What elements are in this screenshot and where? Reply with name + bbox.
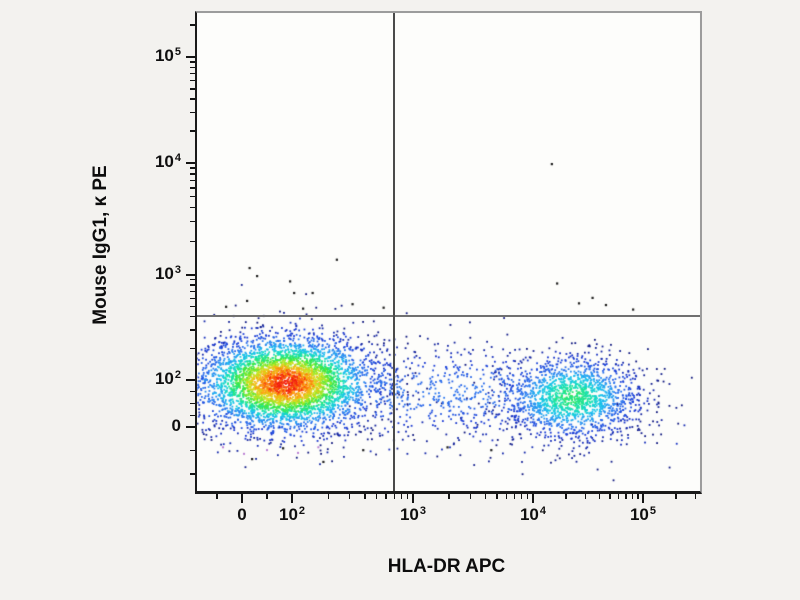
x-axis-minor-tick (266, 494, 268, 499)
x-axis-minor-tick (400, 494, 402, 499)
y-axis-minor-tick (190, 206, 195, 209)
x-axis-minor-tick (675, 494, 677, 499)
x-axis-tick-label: 105 (629, 505, 657, 524)
quadrant-gate-horizontal-line (197, 314, 700, 318)
x-axis-minor-tick (598, 494, 600, 499)
x-axis-minor-tick (637, 494, 639, 499)
y-axis-minor-tick (190, 111, 195, 114)
y-axis-minor-tick (190, 24, 195, 26)
y-axis-minor-tick (190, 305, 195, 308)
x-axis-major-tick (291, 494, 294, 503)
y-axis-tick-label: 105 (154, 46, 181, 66)
y-axis-tick-label: 0 (171, 415, 181, 435)
x-axis-minor-tick (364, 494, 366, 499)
y-axis-tick-label: 103 (154, 263, 181, 283)
y-axis-major-tick (186, 161, 195, 164)
x-axis-minor-tick (625, 494, 627, 499)
y-axis-minor-tick (190, 290, 195, 292)
y-axis-minor-tick (190, 98, 195, 100)
y-axis-major-tick (186, 379, 195, 381)
y-axis-minor-tick (190, 130, 195, 132)
x-axis-minor-tick (631, 494, 634, 499)
y-axis-major-tick (186, 425, 195, 428)
x-axis-minor-tick (520, 494, 523, 499)
y-axis-minor-tick (190, 279, 195, 281)
y-axis-minor-tick (190, 473, 195, 475)
y-axis-minor-tick (190, 187, 195, 189)
x-axis-minor-tick (496, 494, 498, 499)
x-axis-minor-tick (617, 494, 620, 499)
y-axis-minor-tick (190, 167, 195, 169)
x-axis-minor-tick (216, 494, 218, 499)
x-axis-minor-tick (526, 494, 529, 499)
y-axis-minor-tick (190, 391, 195, 393)
x-axis-minor-tick (448, 494, 450, 499)
y-axis-major-tick (186, 56, 195, 59)
y-axis-minor-tick (190, 66, 195, 68)
x-axis-minor-tick (375, 494, 378, 499)
y-axis-minor-tick (190, 449, 195, 452)
x-axis-minor-tick (393, 494, 395, 499)
y-axis-minor-tick (190, 220, 195, 223)
y-axis-minor-tick (190, 240, 195, 242)
x-axis-minor-tick (513, 494, 516, 499)
x-axis-minor-tick (484, 494, 486, 499)
x-axis-minor-tick (469, 494, 471, 499)
x-axis-minor-tick (609, 494, 611, 499)
x-axis-major-tick (532, 494, 534, 503)
x-axis-minor-tick (385, 494, 387, 499)
quadrant-gate-vertical-line (393, 13, 396, 491)
x-axis-minor-tick (349, 494, 351, 499)
x-axis-minor-tick (565, 494, 567, 499)
x-axis-major-tick (241, 494, 244, 503)
y-axis-minor-tick (190, 88, 195, 90)
y-axis-tick-label: 104 (154, 151, 181, 171)
x-axis-minor-tick (406, 494, 409, 499)
y-axis-minor-tick (190, 61, 195, 63)
x-axis-major-tick (411, 494, 414, 503)
x-axis-minor-tick (584, 494, 587, 499)
x-axis-tick-label: 103 (399, 505, 426, 524)
x-axis-tick-label: 0 (237, 505, 247, 524)
y-axis-minor-tick (190, 284, 195, 286)
y-axis-minor-tick (190, 402, 195, 405)
x-axis-title: HLA-DR APC (387, 556, 506, 577)
y-axis-minor-tick (190, 316, 195, 318)
x-axis-major-tick (642, 494, 644, 503)
y-axis-minor-tick (190, 347, 195, 350)
y-axis-minor-tick (190, 297, 195, 299)
x-axis-tick-label: 104 (519, 505, 547, 524)
y-axis-minor-tick (190, 414, 195, 416)
y-axis-minor-tick (190, 329, 195, 331)
x-axis-tick-label: 102 (278, 505, 306, 524)
y-axis-minor-tick (190, 173, 195, 175)
y-axis-minor-tick (190, 196, 195, 198)
y-axis-tick-label: 102 (154, 369, 181, 388)
y-axis-minor-tick (190, 179, 195, 182)
x-axis-minor-tick (327, 494, 330, 499)
x-axis-minor-tick (505, 494, 508, 499)
x-axis-minor-tick (694, 494, 697, 499)
y-axis-major-tick (186, 273, 195, 276)
y-axis-minor-tick (190, 79, 195, 82)
y-axis-minor-tick (190, 72, 195, 75)
y-axis-title: Mouse IgG1, κ PE (90, 165, 111, 325)
